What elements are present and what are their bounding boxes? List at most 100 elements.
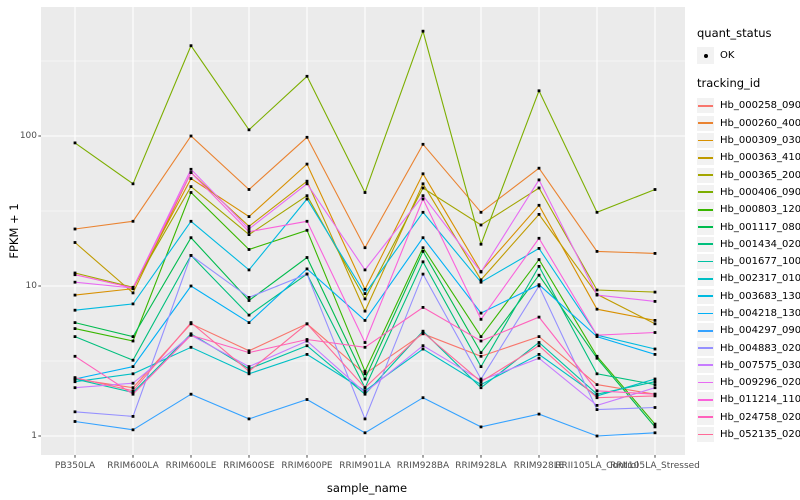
key-line-icon: [698, 364, 713, 367]
data-point: [305, 182, 309, 186]
data-point: [479, 280, 483, 284]
data-point: [479, 223, 483, 227]
data-point: [305, 353, 309, 356]
data-point: [131, 302, 135, 306]
key-line-icon: [698, 347, 713, 349]
data-point: [653, 392, 657, 396]
key-line-icon: [698, 122, 713, 125]
data-point: [73, 273, 77, 277]
data-point: [305, 398, 309, 401]
data-point: [479, 351, 483, 354]
data-point: [305, 338, 309, 341]
legend-item-tracking: Hb_001117_080: [697, 218, 800, 235]
data-point: [305, 194, 309, 198]
data-point: [363, 268, 367, 272]
key-line-icon: [698, 139, 713, 142]
data-point: [537, 247, 541, 250]
data-point: [131, 219, 135, 223]
legend-item-label: Hb_001117_080: [720, 221, 800, 233]
data-point: [131, 392, 135, 396]
y-tick-label: 10: [25, 281, 37, 291]
data-point: [479, 386, 483, 390]
line-color-key-icon: [697, 202, 714, 218]
data-point: [305, 272, 309, 276]
line-color-key-icon: [697, 375, 714, 391]
line-color-key-icon: [697, 167, 714, 183]
data-point: [479, 339, 483, 343]
legend-item-label: Hb_009296_020: [720, 377, 800, 389]
data-point: [247, 215, 251, 218]
data-point: [131, 372, 135, 376]
data-point: [363, 297, 367, 301]
data-point: [131, 358, 135, 362]
legend-item-tracking: Hb_004218_130: [697, 305, 800, 322]
data-point: [131, 339, 135, 343]
data-point: [73, 420, 77, 423]
data-point: [247, 188, 251, 191]
data-point: [595, 356, 599, 360]
data-point: [73, 354, 77, 358]
y-axis-title: FPKM + 1: [7, 203, 21, 259]
data-point: [363, 377, 367, 381]
data-point: [537, 265, 541, 268]
data-point: [189, 392, 193, 396]
legend-item-label: Hb_024758_020: [720, 411, 800, 423]
data-point: [363, 417, 367, 421]
x-axis-title: sample_name: [326, 481, 408, 495]
data-point: [479, 383, 483, 386]
x-tick-label: RRIM600LA: [107, 461, 159, 471]
data-point: [653, 377, 657, 381]
data-point: [247, 349, 251, 353]
data-point: [595, 333, 599, 337]
legend-item-label: Hb_000258_090: [720, 100, 800, 112]
data-point: [363, 345, 367, 349]
data-point: [305, 179, 309, 183]
legend-item-label: Hb_003683_130: [720, 290, 800, 302]
line-color-key-icon: [697, 271, 714, 287]
data-point: [363, 386, 367, 390]
line-color-key-icon: [697, 236, 714, 252]
data-point: [247, 128, 251, 132]
data-point: [421, 186, 425, 190]
data-point: [421, 344, 425, 348]
data-point: [189, 345, 193, 349]
data-point: [363, 319, 367, 322]
legend-item-label: Hb_000365_200: [720, 169, 800, 181]
line-color-key-icon: [697, 150, 714, 166]
line-color-key-icon: [697, 288, 714, 304]
data-point: [73, 293, 77, 297]
legend-item-label: OK: [720, 50, 735, 62]
data-point: [653, 406, 657, 409]
key-line-icon: [698, 277, 713, 280]
legend-item-label: Hb_004218_130: [720, 308, 800, 319]
data-point: [131, 365, 135, 368]
legend: quant_status OK tracking_id Hb_000258_09…: [697, 26, 800, 443]
legend-item-label: Hb_007575_030: [720, 359, 800, 371]
data-point: [421, 250, 425, 253]
data-point: [189, 333, 193, 337]
data-point: [653, 300, 657, 303]
legend-item-tracking: Hb_000803_120: [697, 201, 800, 218]
data-point: [479, 278, 483, 282]
data-point: [189, 321, 193, 324]
x-tick-label: RRIM600PE: [281, 461, 333, 471]
legend-item-tracking: Hb_009296_020: [697, 374, 800, 391]
data-point: [537, 284, 541, 288]
y-tick-label: 100: [19, 131, 37, 141]
data-point: [421, 29, 425, 33]
legend-title-quant-status: quant_status: [697, 26, 772, 40]
line-color-key-icon: [697, 409, 714, 425]
data-point: [363, 431, 367, 435]
data-point: [595, 408, 599, 411]
data-point: [247, 369, 251, 373]
data-point: [73, 410, 77, 414]
data-point: [653, 252, 657, 255]
data-point: [653, 331, 657, 334]
legend-item-tracking: Hb_004297_090: [697, 322, 800, 339]
data-point: [363, 389, 367, 393]
data-point: [595, 396, 599, 400]
line-color-key-icon: [697, 98, 714, 114]
data-point: [421, 210, 425, 214]
legend-item-tracking: Hb_000258_090: [697, 97, 800, 114]
